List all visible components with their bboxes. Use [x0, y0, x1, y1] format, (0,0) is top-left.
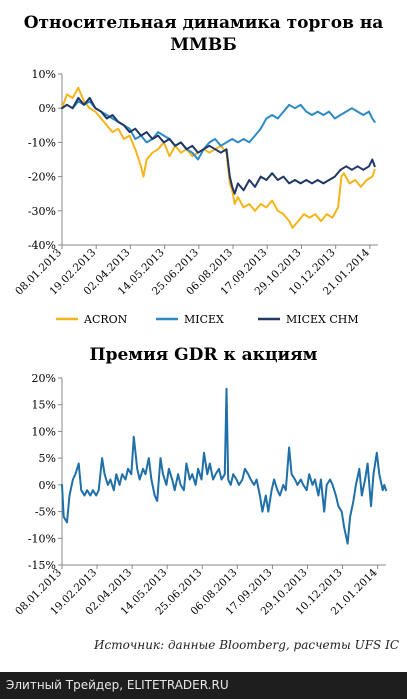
footer-bar: Элитный Трейдер, ELITETRADER.RU	[0, 672, 407, 699]
chart1-svg: 10%0%-10%-20%-30%-40%08.01.201319.02.201…	[13, 68, 378, 326]
ytick-label: -40%	[28, 239, 56, 252]
ytick-label: 0%	[39, 102, 56, 115]
legend-label: MICEX	[184, 313, 224, 326]
chart2-title: Премия GDR к акциям	[89, 345, 318, 365]
ytick-label: 10%	[32, 425, 56, 438]
series-line-gdr-premium	[61, 387, 387, 545]
ytick-label: 0%	[39, 479, 56, 492]
ytick-label: -10%	[28, 136, 56, 149]
series-line-micex-chm	[61, 96, 376, 195]
chart2-svg: 20%15%10%5%0%-5%-10%-15%08.01.201319.02.…	[13, 372, 387, 618]
ytick-label: 5%	[39, 452, 56, 465]
ytick-label: -15%	[28, 559, 56, 572]
ytick-label: 15%	[32, 399, 56, 412]
ytick-label: -20%	[28, 171, 56, 184]
series-line-micex	[61, 100, 376, 161]
ytick-label: 10%	[32, 68, 56, 81]
source-note: Источник: данные Bloomberg, расчеты UFS …	[94, 638, 399, 652]
legend-label: ACRON	[83, 313, 128, 326]
ytick-label: -5%	[35, 506, 56, 519]
ytick-label: 20%	[32, 372, 56, 385]
legend-label: MICEX CHM	[286, 313, 359, 326]
ytick-label: -10%	[28, 532, 56, 545]
ytick-label: -30%	[28, 205, 56, 218]
chart1-title: Относительная динамика торгов на ММВБ	[23, 13, 384, 55]
